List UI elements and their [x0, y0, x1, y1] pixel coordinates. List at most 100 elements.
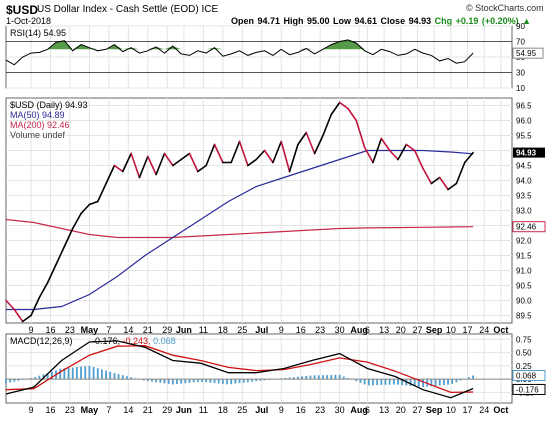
macd-histogram-bar	[230, 379, 233, 385]
macd-x-tick-label: Sep	[426, 405, 443, 415]
macd-histogram-bar	[451, 379, 454, 384]
macd-y-tick-label: 0.25	[516, 362, 532, 371]
macd-x-tick-label: 16	[45, 405, 55, 415]
macd-histogram-bar	[221, 379, 224, 384]
macd-histogram-bar	[84, 366, 87, 380]
price-legend-entry: MA(50) 94.89	[10, 110, 65, 120]
price-segment	[13, 308, 24, 323]
macd-x-tick-label: 25	[237, 405, 247, 415]
macd-histogram-bar	[313, 375, 316, 380]
macd-histogram-bar	[121, 375, 124, 380]
instrument-name: US Dollar Index - Cash Settle (EOD) ICE	[37, 4, 219, 15]
macd-histogram-bar	[188, 379, 191, 383]
price-x-tick-label: 23	[315, 325, 325, 335]
price-segment	[422, 167, 433, 185]
price-segment	[413, 149, 424, 170]
price-segment	[430, 176, 441, 185]
macd-histogram-bar	[196, 379, 199, 383]
macd-histogram-bar	[126, 376, 128, 380]
price-x-tick-label: 9	[279, 325, 284, 335]
price-legend-entry: MA(200) 92.46	[10, 120, 70, 130]
macd-x-tick-label: 9	[279, 405, 284, 415]
macd-x-tick-label: 7	[106, 405, 111, 415]
macd-histogram-bar	[163, 379, 166, 384]
macd-histogram-bar	[109, 371, 112, 380]
price-segment	[113, 164, 124, 173]
price-x-tick-label: Aug	[350, 325, 368, 335]
macd-histogram-bar	[430, 379, 433, 387]
macd-histogram-bar	[355, 379, 358, 382]
macd-histogram-bar	[338, 374, 341, 380]
macd-histogram-bar	[113, 373, 116, 380]
price-x-tick-label: 13	[379, 325, 389, 335]
price-segment	[397, 143, 408, 161]
price-segment	[88, 200, 99, 206]
macd-hist-last-box	[512, 370, 546, 382]
price-x-tick-label: 25	[237, 325, 247, 335]
price-segment	[247, 158, 258, 167]
macd-histogram-bar	[151, 379, 153, 382]
price-segment	[372, 137, 383, 164]
price-segment	[155, 152, 166, 176]
macd-x-tick-label: 23	[315, 405, 325, 415]
macd-x-tick-label: 24	[479, 405, 489, 415]
up-arrow-icon: ▲	[522, 16, 532, 26]
macd-histogram-bar	[67, 367, 70, 380]
price-legend-entry: Volume undef	[10, 130, 66, 140]
macd-histogram-bar	[455, 379, 458, 383]
macd-histogram-bar	[234, 379, 237, 384]
price-y-tick-label: 95.5	[516, 132, 532, 141]
price-y-tick-label: 96.0	[516, 117, 532, 126]
macd-x-tick-label: May	[81, 405, 99, 415]
price-x-tick-label: 18	[218, 325, 228, 335]
macd-histogram-bar	[392, 379, 395, 385]
price-segment	[46, 263, 57, 284]
macd-histogram-bar	[255, 379, 258, 382]
macd-histogram-bar	[263, 379, 266, 381]
price-segment	[138, 155, 149, 179]
macd-histogram-bar	[30, 378, 32, 380]
macd-histogram-bar	[334, 374, 337, 380]
macd-histogram-bar	[213, 379, 216, 384]
macd-x-tick-label: Jul	[255, 405, 268, 415]
macd-x-tick-label: Aug	[350, 405, 368, 415]
price-x-tick-label: 20	[396, 325, 406, 335]
price-segment	[55, 245, 66, 266]
macd-histogram-bar	[401, 379, 404, 386]
macd-histogram-bar	[5, 379, 7, 384]
macd-x-tick-label: Jun	[176, 405, 192, 415]
macd-histogram-bar	[305, 375, 308, 380]
price-segment	[21, 314, 32, 323]
price-segment	[347, 107, 358, 122]
price-y-tick-label: 91.0	[516, 267, 532, 276]
macd-histogram-bar	[13, 379, 16, 382]
price-y-tick-label: 96.5	[516, 102, 532, 111]
macd-x-tick-label: Oct	[493, 405, 508, 415]
price-segment	[130, 152, 141, 179]
macd-histogram-bar	[288, 377, 291, 380]
price-y-tick-label: 94.0	[516, 177, 532, 186]
rsi-y-tick-label: 70	[516, 38, 525, 47]
price-segment	[288, 143, 299, 173]
price-y-tick-label: 89.5	[516, 312, 532, 321]
macd-histogram-bar	[192, 379, 195, 383]
price-x-tick-label: 7	[106, 325, 111, 335]
macd-histogram-bar	[159, 379, 162, 383]
rsi-y-tick-label: 90	[516, 22, 525, 31]
macd-histogram-bar	[38, 375, 41, 380]
rsi-overbought-fill	[6, 39, 474, 50]
price-segment	[238, 140, 249, 167]
price-segment	[180, 152, 191, 161]
macd-histogram-bar	[384, 379, 387, 385]
macd-x-tick-label: 13	[379, 405, 389, 415]
price-x-tick-label: 24	[479, 325, 489, 335]
price-x-tick-label: May	[81, 325, 99, 335]
macd-histogram-bar	[146, 379, 149, 382]
macd-histogram-bar	[468, 377, 470, 380]
price-segment	[38, 281, 49, 299]
price-segment	[463, 151, 474, 164]
macd-hist-last-label: 0.068	[516, 372, 537, 381]
price-y-tick-label: 92.0	[516, 237, 532, 246]
macd-histogram-bar	[75, 367, 78, 380]
macd-histogram-bar	[80, 366, 82, 380]
